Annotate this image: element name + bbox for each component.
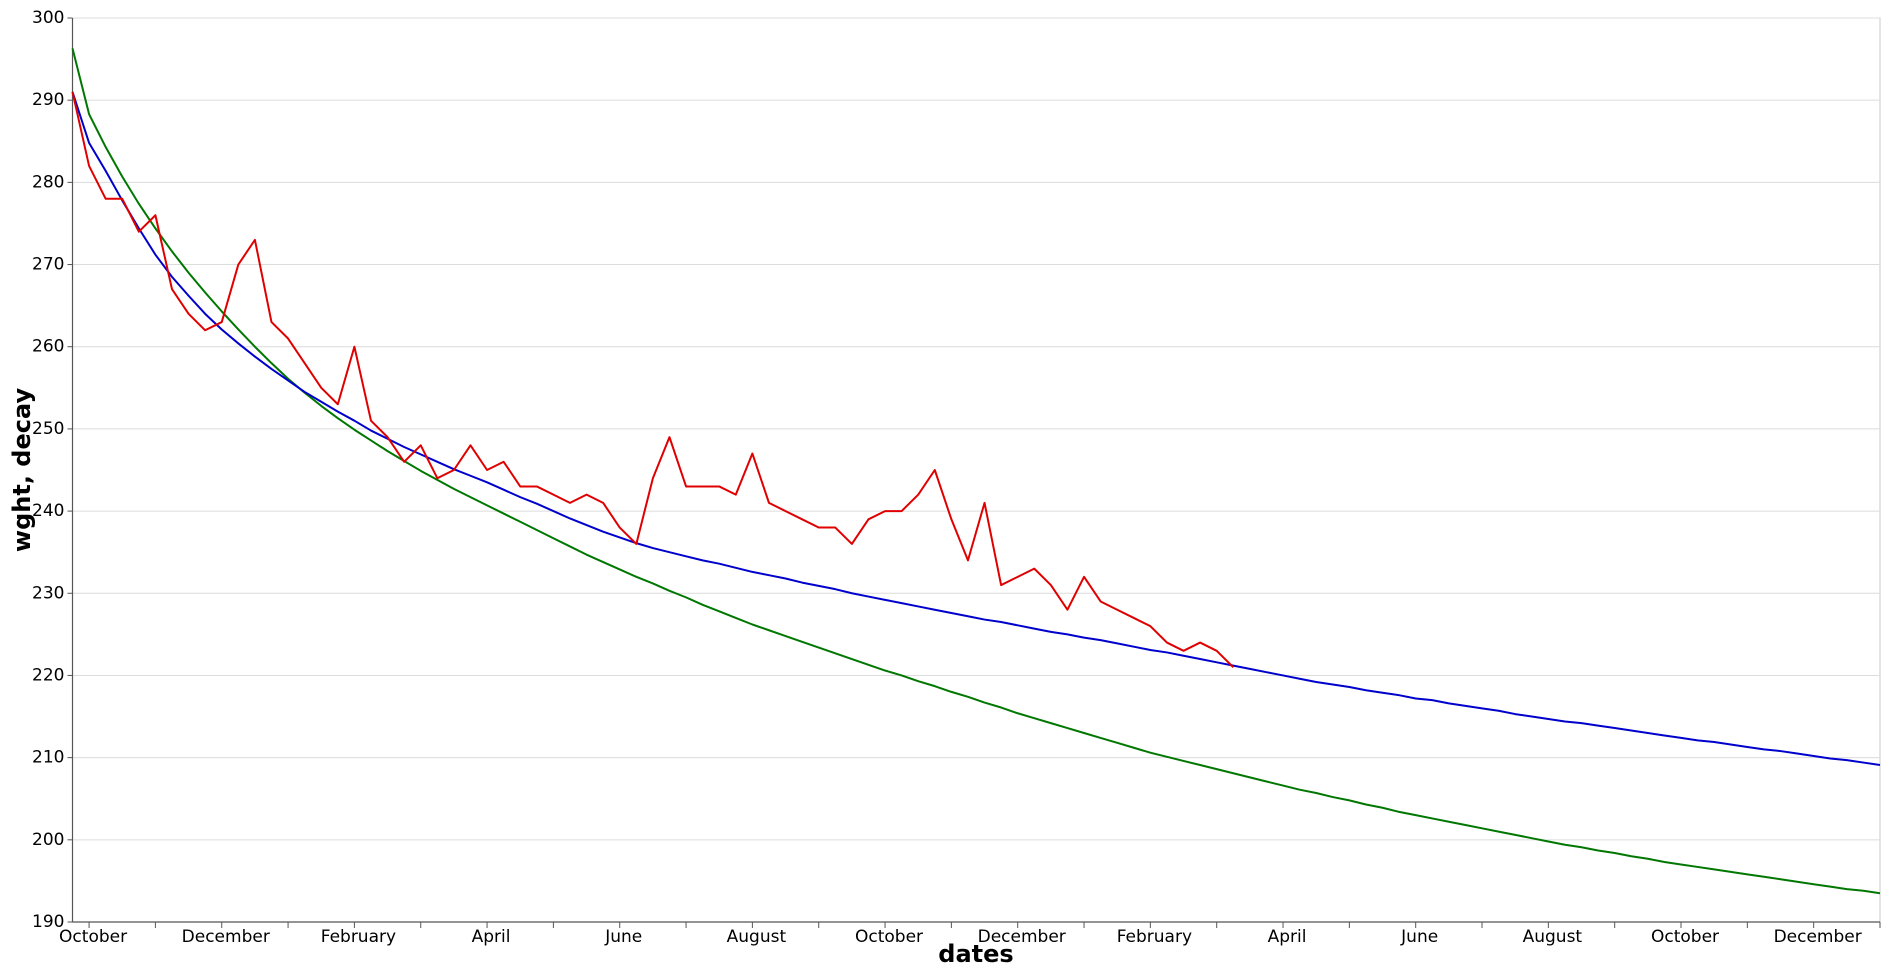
x-axis-title: dates [938,940,1013,968]
y-tick-label: 200 [32,830,64,850]
x-tick-label: June [1400,927,1438,947]
x-tick-label: August [1523,927,1583,947]
y-tick-label: 290 [32,90,64,110]
x-tick-label: August [727,927,787,947]
x-tick-label: April [1268,927,1307,947]
x-tick-label: April [472,927,511,947]
series-line [71,91,1881,767]
plot-frame [72,17,1881,923]
y-tick-label: 190 [32,912,64,932]
x-tick-label: October [855,927,923,947]
x-tick-label: October [59,927,127,947]
y-axis-title: wght, decay [8,388,36,553]
x-tick-label: February [321,927,396,947]
x-tick-label: June [604,927,642,947]
x-tick-label: October [1651,927,1719,947]
series-line [71,91,1234,668]
y-tick-label: 250 [32,419,64,439]
y-tick-label: 210 [32,748,64,768]
x-tick-label: December [1774,927,1862,947]
y-tick-label: 280 [32,172,64,192]
y-tick-label: 230 [32,583,64,603]
x-tick-label: February [1117,927,1192,947]
series-line [71,48,1881,895]
x-tick-label: December [182,927,270,947]
y-tick-label: 300 [32,8,64,28]
x-tick-label: December [978,927,1066,947]
y-tick-label: 270 [32,255,64,275]
y-tick-label: 240 [32,501,64,521]
y-tick-label: 220 [32,665,64,685]
y-tick-label: 260 [32,337,64,357]
